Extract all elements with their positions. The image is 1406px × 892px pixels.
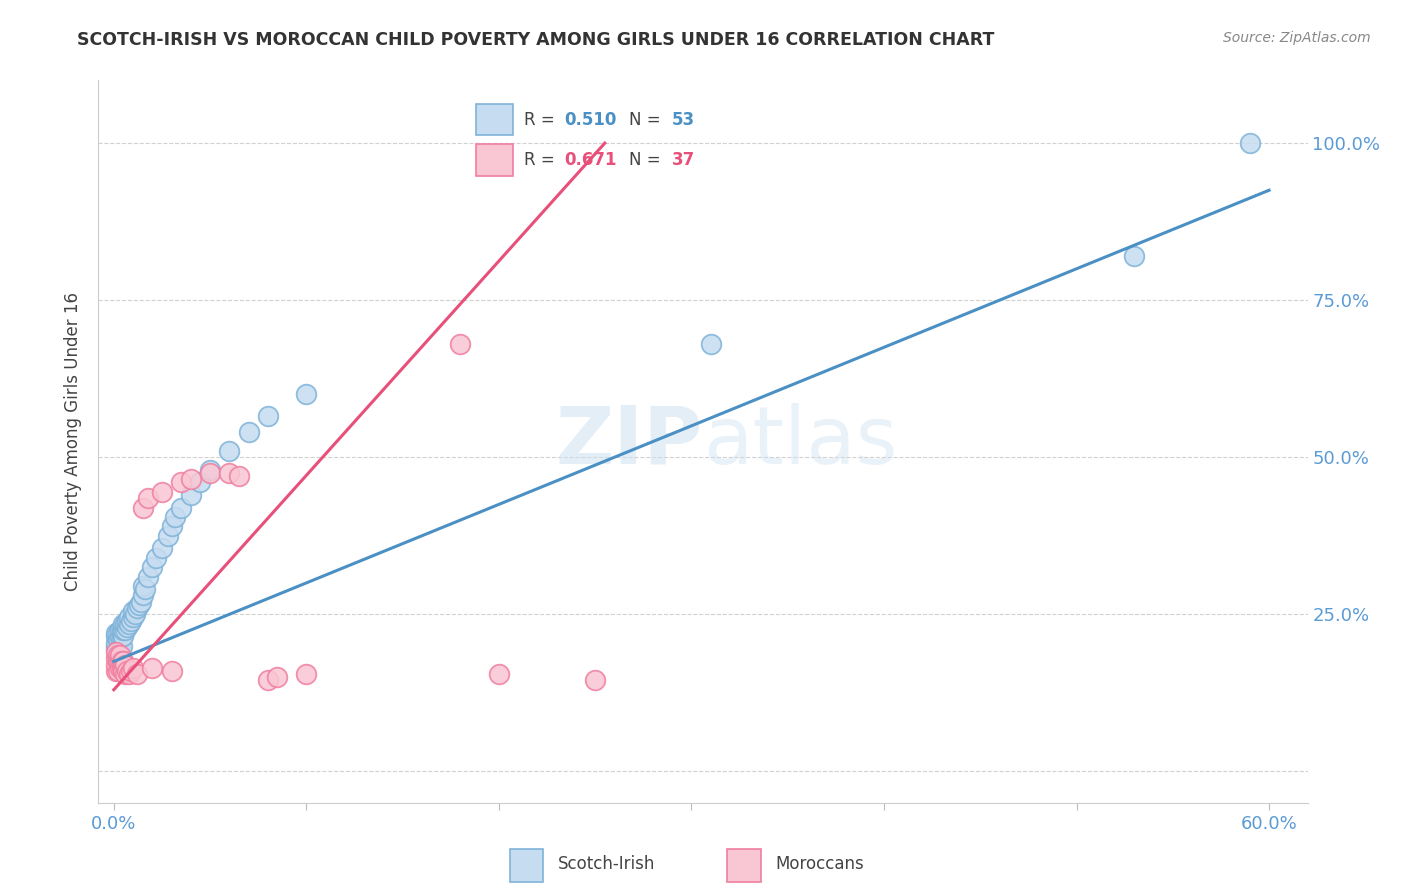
Point [114,667,136,681]
Point [180,488,202,502]
Point [120,664,142,678]
Point [104,639,127,653]
Point [108,655,131,669]
Point [218,444,240,458]
Point [156,529,179,543]
Point [114,616,136,631]
Text: ZIP: ZIP [555,402,703,481]
Point [112,616,135,631]
Point [180,472,202,486]
Point [108,629,131,643]
Point [104,657,127,672]
Point [104,629,127,643]
Point [114,623,136,637]
Point [1239,136,1261,150]
Point [125,601,148,615]
Point [295,387,318,401]
Point [108,639,131,653]
Point [150,541,173,556]
Point [118,610,141,624]
Point [124,607,146,622]
Point [160,664,183,678]
Point [104,635,127,649]
Point [138,569,160,583]
Point [107,648,129,662]
Point [449,337,471,351]
Point [165,510,187,524]
Point [117,614,139,628]
Point [110,623,132,637]
Point [104,651,127,665]
Point [125,667,148,681]
Point [104,641,127,656]
Point [129,595,152,609]
Point [1123,249,1146,263]
Point [108,641,131,656]
Point [108,648,131,662]
Point [110,639,132,653]
Point [198,466,221,480]
Point [108,623,131,637]
Point [228,469,250,483]
Point [107,645,129,659]
Point [112,623,135,637]
Point [120,614,142,628]
Text: atlas: atlas [703,402,897,481]
Point [104,645,127,659]
Point [107,655,129,669]
Point [108,661,131,675]
Point [257,409,280,424]
Point [122,610,145,624]
Point [117,620,139,634]
Point [110,655,132,669]
Point [110,629,132,643]
Point [138,491,160,505]
Point [699,337,721,351]
Point [104,664,127,678]
Point [295,667,318,681]
Point [122,604,145,618]
Point [117,664,139,678]
Point [134,582,156,597]
Point [160,519,183,533]
Point [112,655,135,669]
Point [266,670,288,684]
Point [131,500,153,515]
Point [104,626,127,640]
Point [150,484,173,499]
Point [118,616,141,631]
Point [107,626,129,640]
Point [112,629,135,643]
Point [114,657,136,672]
Point [141,560,163,574]
Point [107,632,129,647]
Point [170,475,193,490]
Y-axis label: Child Poverty Among Girls Under 16: Child Poverty Among Girls Under 16 [65,292,83,591]
Point [583,673,606,688]
Point [145,550,167,565]
Point [110,661,132,675]
Point [238,425,260,439]
Point [112,664,135,678]
Point [198,463,221,477]
Point [141,661,163,675]
Point [128,598,150,612]
Point [122,661,145,675]
Point [488,667,510,681]
Point [131,589,153,603]
Text: Source: ZipAtlas.com: Source: ZipAtlas.com [1223,31,1371,45]
Point [218,466,240,480]
Point [118,667,141,681]
Point [107,641,129,656]
Point [107,664,129,678]
Point [257,673,280,688]
Point [170,500,193,515]
Point [190,475,212,490]
Text: SCOTCH-IRISH VS MOROCCAN CHILD POVERTY AMONG GIRLS UNDER 16 CORRELATION CHART: SCOTCH-IRISH VS MOROCCAN CHILD POVERTY A… [77,31,994,49]
Point [131,579,153,593]
